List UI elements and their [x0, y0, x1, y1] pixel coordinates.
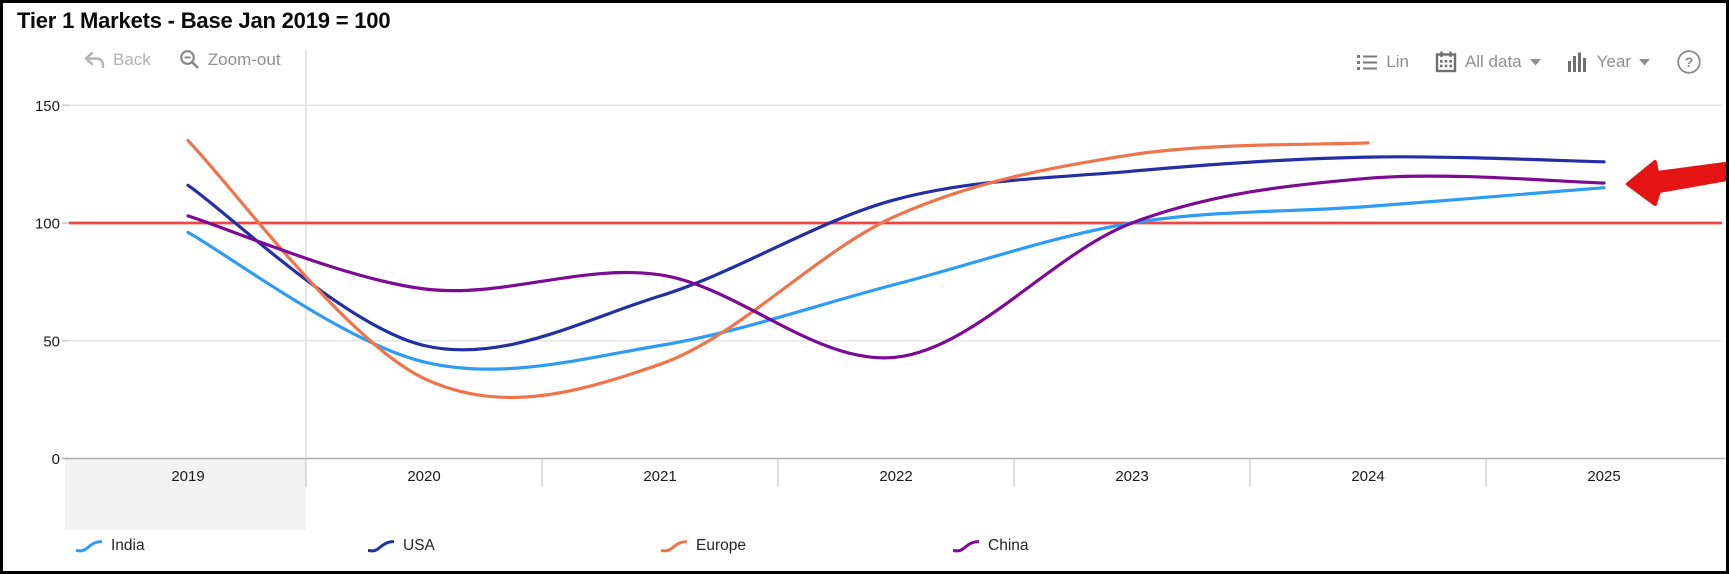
back-button-label: Back	[113, 49, 151, 69]
zoom-out-icon	[179, 49, 200, 70]
help-icon: ?	[1676, 49, 1702, 75]
zoom-out-button-label: Zoom-out	[207, 49, 281, 69]
x-axis-label-2020: 2020	[407, 468, 440, 485]
linear-scale-label: Lin	[1386, 52, 1409, 71]
linear-scale-button[interactable]: Lin	[1356, 52, 1409, 72]
toolbar-right: Lin All data	[1356, 49, 1702, 75]
back-button[interactable]: Back	[83, 50, 151, 70]
legend-item-usa[interactable]: USA	[368, 537, 435, 555]
series-line-china[interactable]	[186, 174, 1606, 360]
zoom-out-button[interactable]: Zoom-out	[179, 49, 281, 70]
x-axis-label-2025: 2025	[1587, 468, 1620, 485]
chevron-down-icon	[1529, 58, 1541, 66]
x-axis-label-2021: 2021	[643, 468, 676, 485]
y-axis-label-0: 0	[52, 451, 60, 468]
period-selector-label: All data	[1464, 52, 1522, 71]
legend-label-india: India	[111, 537, 145, 554]
chart-title: Tier 1 Markets - Base Jan 2019 = 100	[17, 8, 391, 33]
series-list-icon	[1356, 53, 1378, 72]
annotation-arrow-icon	[1626, 160, 1726, 206]
y-axis-label-50: 50	[43, 333, 60, 350]
back-icon	[83, 50, 105, 70]
series-line-europe[interactable]	[186, 139, 1370, 400]
series-line-usa[interactable]	[186, 155, 1606, 352]
legend-swatch-usa-icon	[368, 539, 394, 552]
interval-selector-label: Year	[1596, 52, 1631, 71]
legend: India USA Europe China	[3, 537, 1726, 563]
chevron-down-icon	[1639, 58, 1650, 66]
legend-item-europe[interactable]: Europe	[661, 537, 746, 555]
calendar-icon	[1435, 51, 1457, 73]
legend-swatch-europe-icon	[661, 539, 687, 552]
axis-cell-highlight-2019	[65, 459, 306, 530]
legend-swatch-china-icon	[953, 539, 979, 552]
period-selector-button[interactable]: All data	[1435, 51, 1541, 73]
y-axis-label-150: 150	[35, 98, 60, 115]
interval-selector-button[interactable]: Year	[1567, 52, 1650, 72]
chart-canvas[interactable]: 0 50 100 150 2019 2020 2021 2022 2023 2024 2025	[3, 3, 1729, 574]
x-axis-label-2022: 2022	[879, 468, 912, 485]
x-axis-label-2024: 2024	[1351, 468, 1384, 485]
legend-label-usa: USA	[403, 537, 435, 554]
x-axis-label-2023: 2023	[1115, 468, 1148, 485]
legend-label-china: China	[988, 537, 1029, 554]
y-axis-label-100: 100	[35, 216, 60, 233]
legend-item-china[interactable]: China	[953, 537, 1029, 555]
x-axis-label-2019: 2019	[171, 468, 204, 485]
svg-text:?: ?	[1685, 54, 1694, 70]
bar-chart-icon	[1567, 52, 1589, 72]
legend-swatch-india-icon	[76, 539, 102, 552]
legend-label-europe: Europe	[696, 537, 746, 554]
legend-item-india[interactable]: India	[76, 537, 145, 555]
help-button[interactable]: ?	[1676, 49, 1702, 75]
toolbar-left: Back Zoom-out	[83, 49, 281, 70]
series-line-india[interactable]	[186, 186, 1606, 371]
